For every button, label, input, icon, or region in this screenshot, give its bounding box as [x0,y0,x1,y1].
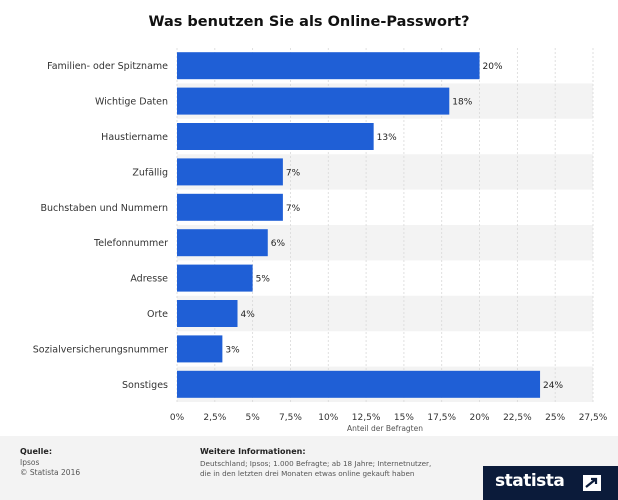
bar[interactable] [177,193,283,221]
category-labels: Familien- oder Spitzname Wichtige Daten Ha… [33,61,168,391]
statista-arrow-icon [583,475,601,491]
category-label: Telefonnummer [93,238,168,249]
source-line: Ipsos [20,458,40,467]
category-label: Haustiername [101,132,168,143]
value-label: 4% [241,310,256,320]
category-label: Sozialversicherungsnummer [33,344,168,355]
x-tick-label: 7,5% [279,413,302,423]
value-labels: 20% 18% 13% 7% 7% 6% 5% 4% 3% 24% [225,62,563,391]
bar[interactable] [177,335,223,363]
grid-lines [176,48,594,402]
value-label: 7% [286,204,301,214]
x-tick-label: 0% [170,413,185,423]
x-tick-label: 27,5% [579,413,608,423]
value-label: 7% [286,168,301,178]
bars [177,52,541,398]
value-label: 13% [377,133,397,143]
bar-chart: Familien- oder Spitzname Wichtige Daten Ha… [33,48,608,433]
x-tick-label: 5% [245,413,260,423]
value-label: 18% [452,98,472,108]
copyright-line: © Statista 2016 [20,468,81,477]
statista-logo[interactable]: statista [483,466,618,500]
value-label: 6% [271,239,286,249]
bar[interactable] [177,300,238,327]
x-axis-label: Anteil der Befragten [347,424,423,433]
row-band [177,295,593,332]
bar[interactable] [177,158,283,186]
x-tick-label: 17,5% [427,413,456,423]
info-line: die in den letzten drei Monaten etwas on… [200,469,415,478]
x-tick-label: 25% [545,413,565,423]
category-label: Sonstiges [122,380,168,391]
value-label: 24% [543,381,563,391]
info-line: Deutschland; Ipsos; 1.000 Befragte; ab 1… [200,459,432,468]
x-tick-label: 10% [318,413,338,423]
category-label: Zufällig [132,167,168,178]
x-tick-labels: 0% 2,5% 5% 7,5% 10% 12,5% 15% 17,5% 20% 22,5% 25% 2… [170,413,608,423]
x-tick-label: 15% [394,413,414,423]
x-tick-label: 22,5% [503,413,532,423]
x-tick-label: 2,5% [203,413,226,423]
x-tick-label: 20% [470,413,490,423]
bar[interactable] [177,370,541,398]
bar[interactable] [177,87,450,115]
category-label: Familien- oder Spitzname [47,61,168,72]
value-label: 5% [256,275,271,285]
bar[interactable] [177,52,480,80]
category-label: Buchstaben und Nummern [40,203,168,214]
bar[interactable] [177,229,268,257]
source-heading: Quelle: [20,447,53,456]
x-tick-label: 12,5% [352,413,381,423]
category-label: Orte [147,309,168,320]
category-label: Wichtige Daten [95,97,168,108]
brand-name: statista [495,471,565,491]
category-label: Adresse [130,274,168,285]
bar[interactable] [177,123,374,150]
value-label: 3% [225,345,240,355]
bar[interactable] [177,264,253,292]
chart-title: Was benutzen Sie als Online-Passwort? [148,14,470,30]
info-heading: Weitere Informationen: [200,447,306,456]
value-label: 20% [483,62,503,72]
